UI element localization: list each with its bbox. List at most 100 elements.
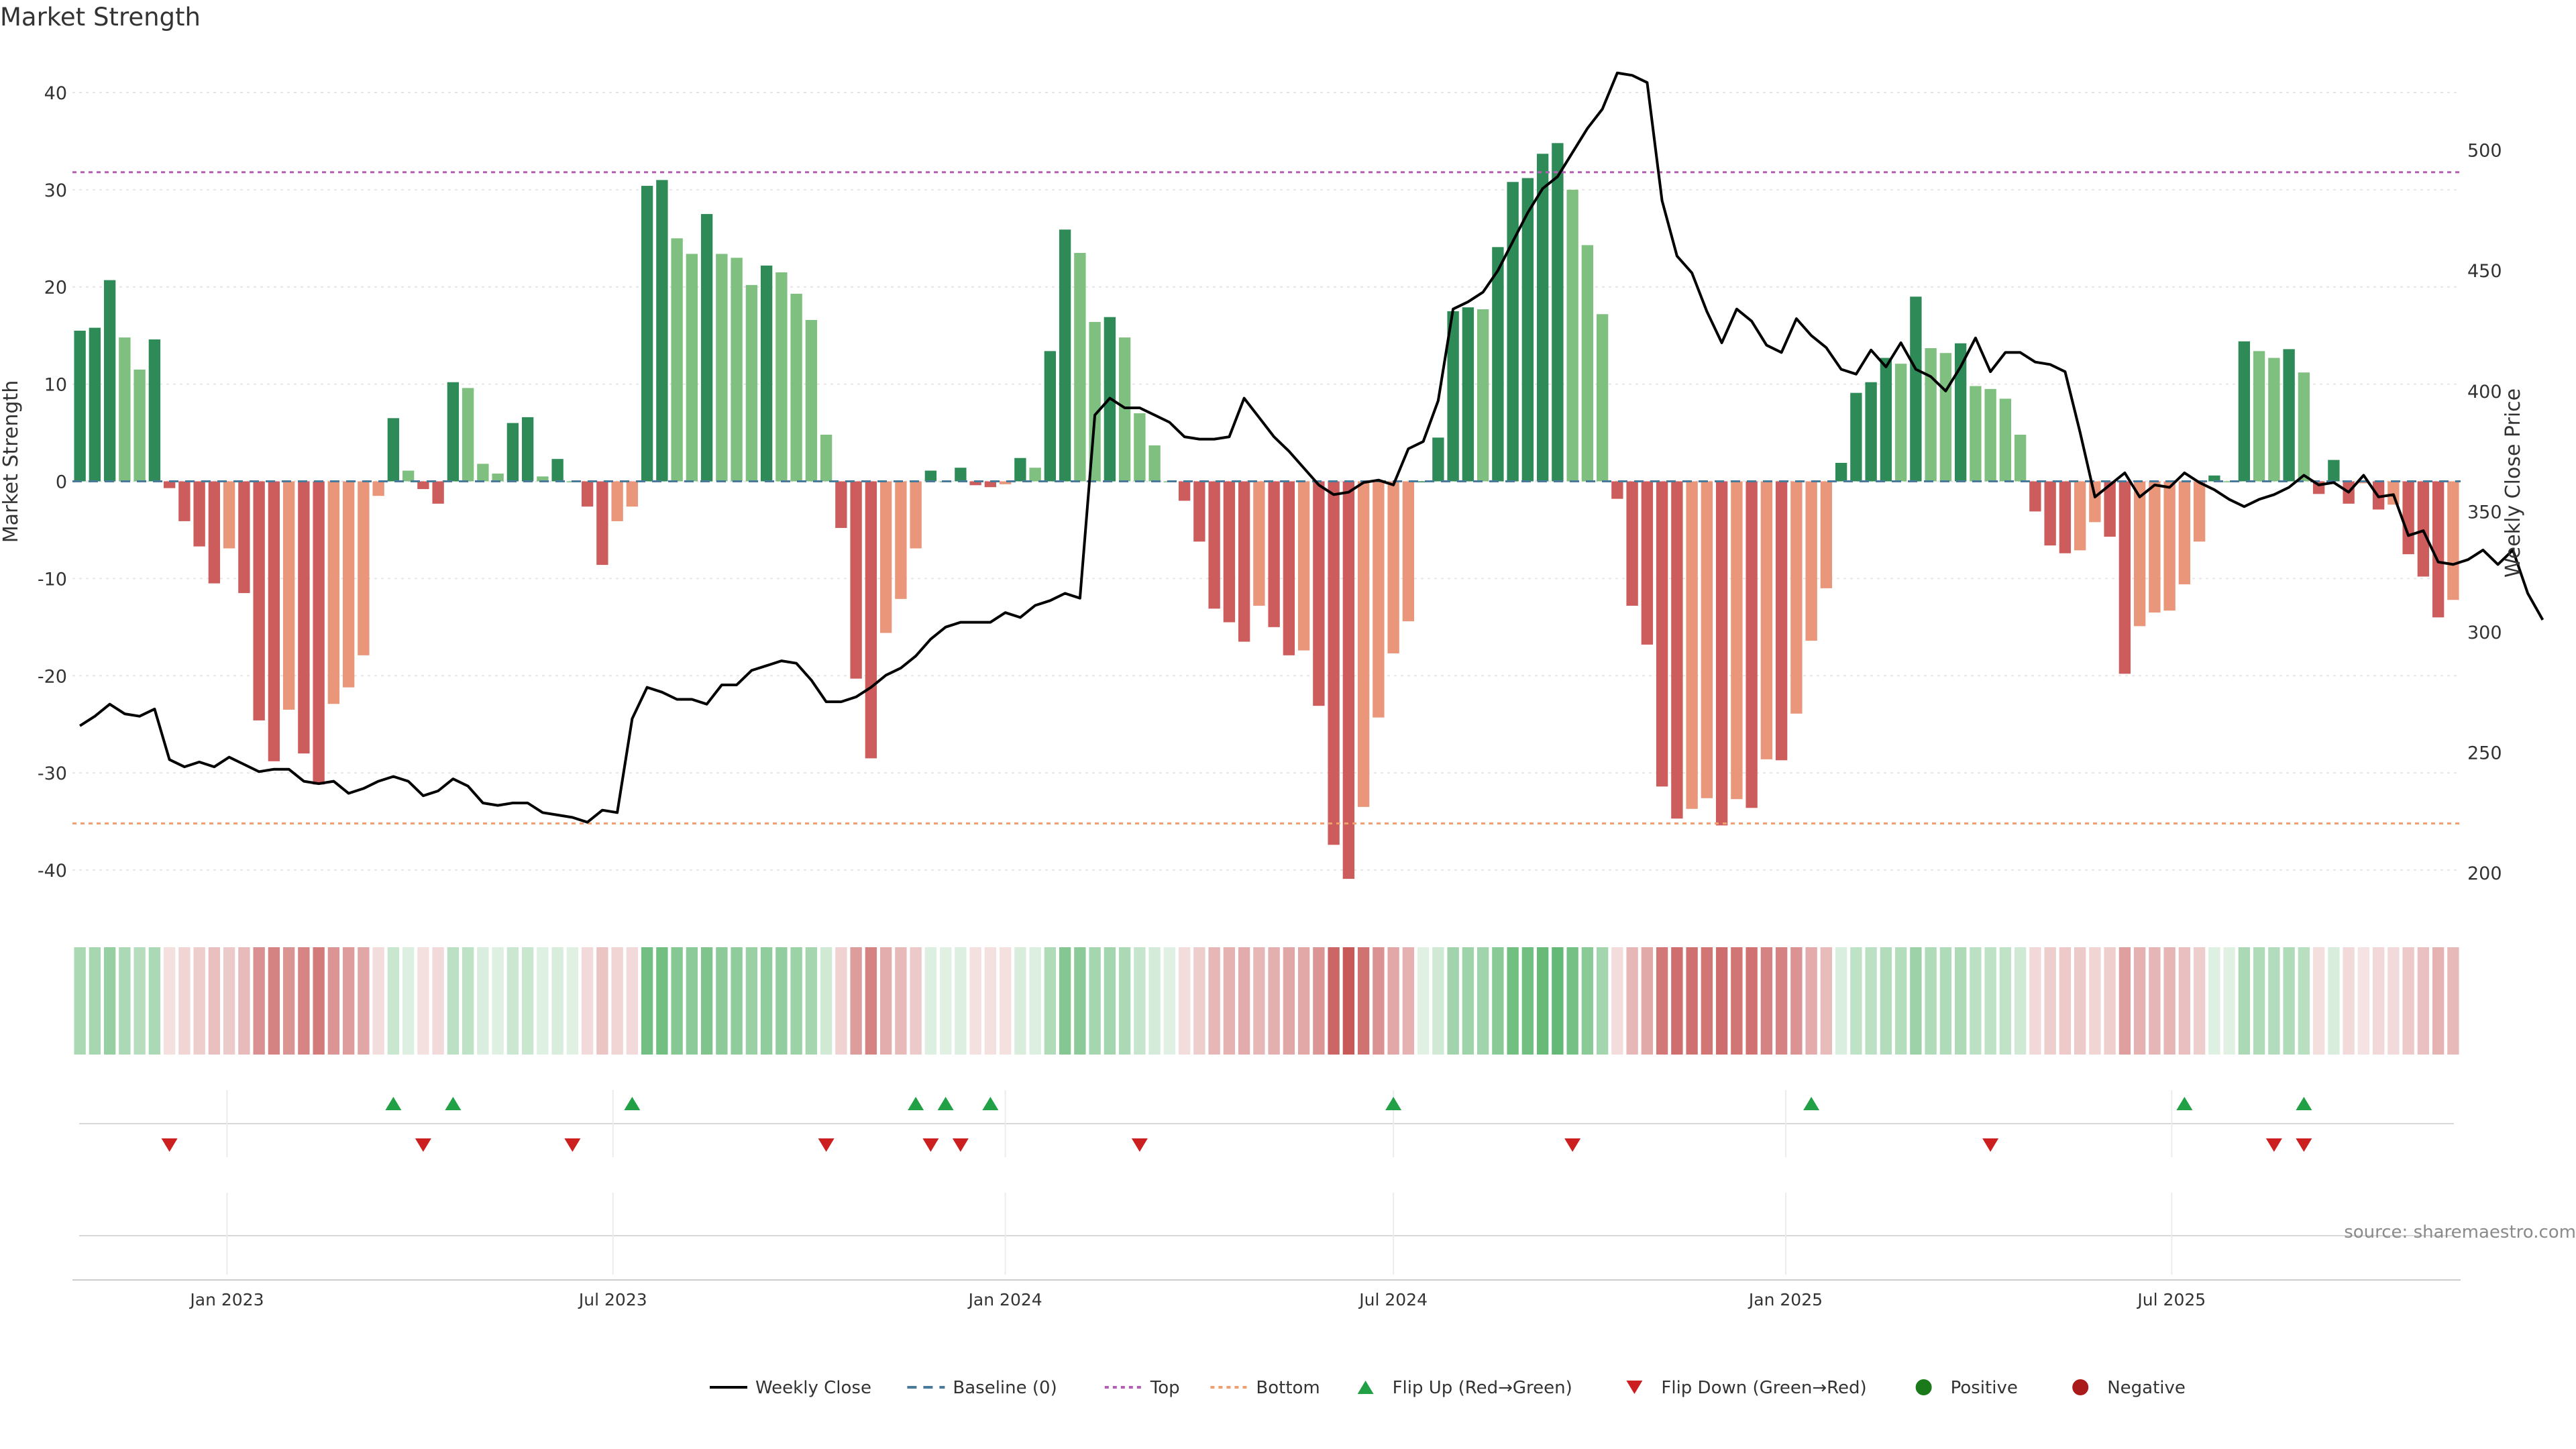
legend-item-flip-up: Flip Up (Red→Green) [1357, 1378, 1572, 1398]
heat-cell [895, 947, 907, 1055]
heat-cell [1611, 947, 1623, 1055]
heat-cell [74, 947, 86, 1055]
heat-cell [939, 947, 952, 1055]
heat-cell [1746, 947, 1758, 1055]
strength-bar [2253, 351, 2265, 482]
heat-cell [700, 947, 713, 1055]
strength-bar [596, 481, 608, 566]
strength-bar [1044, 351, 1057, 482]
legend-swatch-flip-up [1357, 1381, 1374, 1394]
strength-bar [119, 337, 131, 482]
heat-cell [103, 947, 116, 1055]
heat-cell [850, 947, 862, 1055]
heat-cell [2163, 947, 2176, 1055]
strength-bar [2163, 481, 2176, 611]
strength-bar [1387, 481, 1399, 653]
legend-item-weekly-close: Weekly Close [710, 1378, 871, 1398]
y-tick-label: -20 [38, 666, 67, 687]
strength-bar [1715, 481, 1728, 826]
strength-bar [2059, 481, 2072, 553]
strength-bar [2074, 481, 2086, 551]
strength-bar [1134, 413, 1146, 482]
heat-cell [2447, 947, 2459, 1055]
strength-bar [641, 186, 653, 482]
heat-cell [1148, 947, 1161, 1055]
strength-bar [537, 476, 549, 482]
y-tick-label: -40 [38, 861, 67, 881]
heat-cell [1865, 947, 1877, 1055]
heat-cell [1626, 947, 1638, 1055]
strength-bar [2089, 481, 2101, 523]
legend-item-top: Top [1104, 1378, 1180, 1398]
heat-cell [1223, 947, 1236, 1055]
heat-strip [74, 947, 2459, 1055]
heat-cell [492, 947, 504, 1055]
heat-cell [1581, 947, 1594, 1055]
y-tick-label: 30 [44, 180, 67, 201]
heat-cell [879, 947, 892, 1055]
heat-cell [298, 947, 310, 1055]
strength-bar [2402, 481, 2414, 555]
strength-bar [462, 388, 474, 482]
heat-cell [1014, 947, 1026, 1055]
heat-cell [208, 947, 221, 1055]
strength-bar [671, 238, 683, 482]
heat-cell [2044, 947, 2056, 1055]
strength-bar [1297, 481, 1310, 651]
strength-bar [924, 470, 937, 482]
strength-bar [282, 481, 295, 710]
heat-cell [1118, 947, 1131, 1055]
heat-cell [506, 947, 519, 1055]
strength-bar [492, 473, 504, 482]
heat-cell [1089, 947, 1101, 1055]
heat-cell [910, 947, 922, 1055]
heat-cell [1731, 947, 1743, 1055]
strength-bar [1894, 364, 1907, 482]
heat-cell [432, 947, 444, 1055]
y-tick-label: -30 [38, 763, 67, 784]
strength-bar [417, 481, 429, 490]
strength-bar [1462, 307, 1474, 482]
heat-cell [178, 947, 191, 1055]
y-tick-label: -10 [38, 569, 67, 590]
heat-cell [2104, 947, 2116, 1055]
flip-down-marker [564, 1138, 581, 1152]
heat-cell [1999, 947, 2012, 1055]
heat-cell [1790, 947, 1803, 1055]
strength-bar [865, 481, 877, 759]
strength-bar [506, 423, 519, 482]
strength-bar [1775, 481, 1788, 761]
heat-cell [372, 947, 384, 1055]
strength-bar [1432, 437, 1444, 482]
strength-bar [1074, 253, 1086, 482]
heat-cell [2238, 947, 2251, 1055]
strength-bar [2029, 481, 2041, 512]
heat-cell [1387, 947, 1399, 1055]
flip-down-marker [1564, 1138, 1581, 1152]
heat-cell [1238, 947, 1250, 1055]
heat-cell [2059, 947, 2072, 1055]
strength-bar [1611, 481, 1623, 499]
flip-up-marker [1803, 1097, 1820, 1110]
strength-bar [2268, 358, 2280, 482]
strength-bar [686, 254, 698, 482]
heat-cell [342, 947, 355, 1055]
y2-tick-label: 500 [2467, 141, 2502, 162]
strength-bar [1029, 468, 1041, 482]
heat-cell [686, 947, 698, 1055]
heat-cell [268, 947, 280, 1055]
legend-swatch-negative [2072, 1379, 2089, 1395]
strength-bar [1477, 309, 1489, 482]
strength-bar [208, 481, 221, 584]
heat-cell [999, 947, 1012, 1055]
heat-cell [1208, 947, 1220, 1055]
strength-bar [223, 481, 235, 549]
heat-cell [626, 947, 639, 1055]
strength-bar [1507, 182, 1519, 482]
flip-up-marker [982, 1097, 999, 1110]
y2-tick-label: 300 [2467, 623, 2502, 643]
heat-cell [2253, 947, 2265, 1055]
strength-bar [163, 481, 176, 488]
heat-cell [477, 947, 489, 1055]
heat-cell [2118, 947, 2131, 1055]
